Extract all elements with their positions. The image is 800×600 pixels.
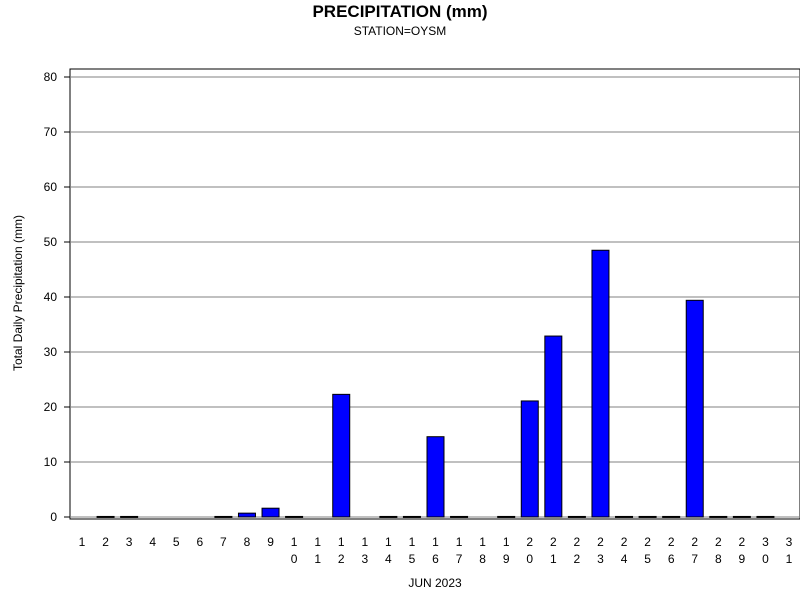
y-tick-label: 10 <box>44 455 58 469</box>
bar-day-9 <box>261 507 280 518</box>
bar-day-3 <box>120 515 139 518</box>
bar-day-29 <box>732 515 751 518</box>
x-tick-label: 4 <box>149 535 156 549</box>
bar-day-16 <box>426 436 445 518</box>
x-tick-label: 3 <box>126 535 133 549</box>
x-tick-label: 5 <box>173 535 180 549</box>
x-tick-label: 6 <box>196 535 203 549</box>
x-tick-label: 2 <box>102 535 109 549</box>
y-tick-label: 50 <box>44 235 58 249</box>
bar-day-23 <box>591 249 610 518</box>
bar-day-25 <box>638 515 657 518</box>
gridlines <box>70 76 800 518</box>
plot-frame <box>69 68 800 520</box>
x-tick-label: 1 <box>79 535 86 549</box>
bar-day-22 <box>567 515 586 518</box>
y-tick-label: 0 <box>50 510 57 524</box>
y-tick-label: 30 <box>44 345 58 359</box>
y-tick-label: 20 <box>44 400 58 414</box>
bar-day-17 <box>450 515 469 518</box>
x-axis: 1 2 3 4 5 6 7 8 9 1 01 11 21 31 41 51 61 71 81 92 02 12 22 32 42… <box>79 535 793 566</box>
x-tick-label: 8 <box>244 535 251 549</box>
bar-day-24 <box>615 515 634 518</box>
bar-day-21 <box>544 335 563 518</box>
x-tick-label: 7 <box>220 535 227 549</box>
bar-day-27 <box>685 299 704 518</box>
chart-subtitle: STATION=OYSM <box>354 24 447 38</box>
bar-day-28 <box>709 515 728 518</box>
bars <box>96 249 775 518</box>
x-tick-label: 9 <box>267 535 274 549</box>
y-tick-label: 60 <box>44 180 58 194</box>
bar-day-26 <box>662 515 681 518</box>
y-axis-title: Total Daily Precipitation (mm) <box>11 215 25 371</box>
bar-day-14 <box>379 515 398 518</box>
bar-day-15 <box>402 515 421 518</box>
bar-day-30 <box>756 515 775 518</box>
bar-day-2 <box>96 515 115 518</box>
bar-day-7 <box>214 515 233 518</box>
y-tick-label: 70 <box>44 125 58 139</box>
chart-title: PRECIPITATION (mm) <box>312 2 487 21</box>
bar-day-20 <box>520 400 539 518</box>
y-tick-label: 40 <box>44 290 58 304</box>
y-tick-label: 80 <box>44 70 58 84</box>
y-axis: 0 10 20 30 40 50 60 70 80 <box>44 70 70 524</box>
bar-day-12 <box>332 393 351 518</box>
bar-day-10 <box>285 515 304 518</box>
x-axis-title: JUN 2023 <box>408 576 462 590</box>
bar-day-19 <box>497 515 516 518</box>
bar-day-8 <box>237 512 256 518</box>
